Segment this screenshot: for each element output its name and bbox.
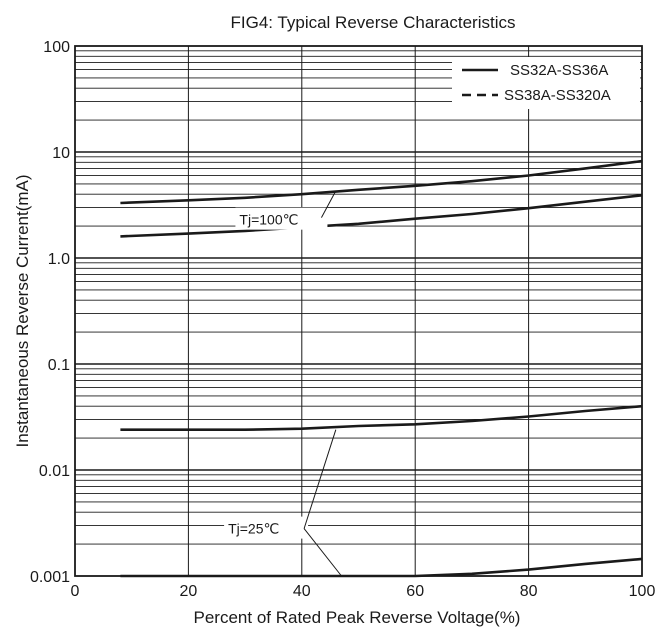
legend-label-1: SS32A-SS36A (510, 62, 608, 79)
annotation-bg (224, 516, 309, 539)
y-axis-label: Instantaneous Reverse Current(mA) (13, 174, 32, 447)
x-tick-label: 0 (71, 583, 80, 600)
annotation-bg (235, 207, 328, 230)
plot-frame (74, 45, 643, 577)
annotation-label-tj100: Tj=100℃ (239, 212, 298, 228)
x-tick-label: 60 (406, 583, 424, 600)
x-tick-label: 20 (180, 583, 198, 600)
x-tick-label: 100 (629, 583, 656, 600)
y-tick-label: 0.001 (30, 569, 70, 586)
x-tick-labels: 0 20 40 60 80 100 (71, 583, 656, 600)
x-axis-label: Percent of Rated Peak Reverse Voltage(%) (194, 608, 521, 627)
y-tick-label: 0.1 (48, 357, 70, 374)
grid (75, 46, 642, 576)
y-tick-label: 10 (52, 145, 70, 162)
curve-4 (120, 557, 643, 578)
annotation-label-tj25: Tj=25℃ (228, 521, 279, 537)
annotations: Tj=100℃ Tj=25℃ (224, 190, 342, 577)
y-tick-label: 0.01 (39, 463, 70, 480)
y-tick-label: 1.0 (48, 251, 70, 268)
annotation-leader (303, 528, 342, 577)
curve-3 (120, 404, 643, 431)
chart-title: FIG4: Typical Reverse Characteristics (231, 13, 516, 32)
x-tick-label: 40 (293, 583, 311, 600)
curves (120, 159, 643, 578)
y-tick-label: 100 (43, 39, 70, 56)
legend: SS32A-SS36A SS38A-SS320A (452, 57, 640, 109)
annotation-leader (303, 429, 337, 529)
curve-2 (120, 194, 643, 238)
y-tick-labels: 0.001 0.01 0.1 1.0 10 100 (30, 39, 70, 586)
curve-1 (120, 159, 643, 205)
legend-box (452, 57, 640, 109)
legend-label-2: SS38A-SS320A (504, 87, 611, 104)
annotation-leader (320, 190, 337, 218)
x-tick-label: 80 (520, 583, 538, 600)
